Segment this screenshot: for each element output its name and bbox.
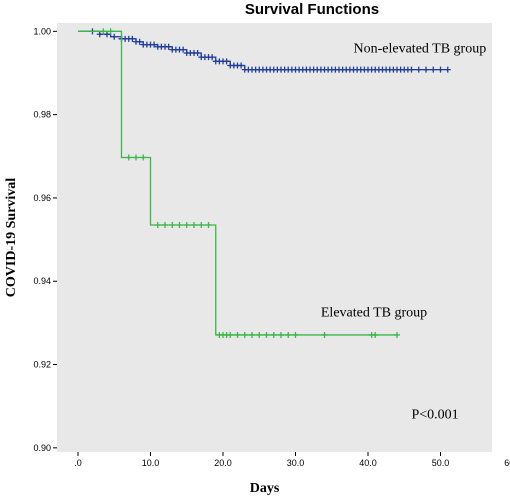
censor-mark — [198, 222, 205, 229]
censor-mark — [394, 331, 400, 338]
censor-mark — [415, 66, 422, 73]
censor-mark — [165, 43, 172, 50]
censor-mark — [107, 28, 114, 35]
censor-mark — [249, 331, 255, 338]
x-tick-label: .0 — [74, 458, 82, 468]
y-tick-label: 0.90 — [33, 443, 51, 453]
censor-mark — [285, 331, 292, 338]
y-tick-label: 0.98 — [33, 110, 51, 120]
y-tick-label: 0.94 — [33, 276, 51, 286]
censor-mark — [125, 154, 132, 161]
censor-mark — [278, 331, 284, 338]
censor-mark — [321, 331, 328, 338]
censor-mark — [104, 31, 110, 38]
censor-mark — [205, 222, 212, 229]
labels-layer: Non-elevated TB group Elevated TB group P<… — [321, 42, 486, 423]
censor-mark — [408, 66, 415, 73]
y-tick-label: 1.00 — [33, 26, 51, 36]
censor-mark — [151, 41, 158, 48]
chart-title: Survival Functions — [245, 1, 379, 18]
y-axis: 0.90 0.92 0.94 0.96 0.98 1.00 — [33, 26, 57, 453]
y-axis-label: COVID-19 Survival — [4, 178, 19, 298]
censor-mark — [180, 46, 187, 53]
series-layer — [78, 28, 451, 338]
censor-mark — [430, 66, 437, 73]
censor-mark — [140, 154, 147, 161]
x-tick-label: 20.0 — [214, 458, 232, 468]
censor-mark — [194, 49, 201, 56]
censor-mark — [154, 222, 161, 229]
censor-mark — [223, 58, 230, 65]
censor-mark — [176, 222, 183, 229]
y-tick-label: 0.96 — [33, 193, 51, 203]
censor-mark — [444, 66, 451, 73]
censor-mark — [372, 331, 379, 338]
censor-mark — [227, 331, 234, 338]
censor-mark — [238, 62, 245, 69]
censor-mark — [234, 331, 241, 338]
series-label: Non-elevated TB group — [354, 42, 487, 57]
censor-mark — [256, 331, 263, 338]
censor-mark — [241, 331, 248, 338]
series-line — [78, 30, 397, 336]
x-tick-label: 30.0 — [287, 458, 305, 468]
censor-mark — [169, 222, 176, 229]
censor-mark — [292, 331, 299, 338]
y-tick-label: 0.92 — [33, 360, 51, 370]
x-axis: .0 10.0 20.0 30.0 40.0 50.0 60.0 — [74, 452, 510, 468]
censor-mark — [270, 331, 277, 338]
censor-mark — [209, 54, 216, 61]
censor-mark — [423, 66, 429, 73]
censor-mark — [111, 33, 118, 40]
x-tick-label: 50.0 — [432, 458, 450, 468]
censor-mark — [162, 222, 168, 229]
censor-mark — [133, 154, 139, 161]
censor-mark — [263, 331, 270, 338]
x-tick-label: 10.0 — [142, 458, 160, 468]
series-label: Elevated TB group — [321, 306, 427, 321]
plot-area — [57, 23, 492, 452]
censor-mark — [191, 222, 197, 229]
censor-mark — [437, 66, 444, 73]
censor-mark — [96, 31, 103, 38]
x-tick-label: 60.0 — [504, 458, 510, 468]
series-2 — [78, 28, 400, 338]
censor-mark — [129, 35, 136, 42]
p-value-annotation: P<0.001 — [412, 408, 459, 423]
censor-mark — [183, 222, 190, 229]
x-tick-label: 40.0 — [359, 458, 377, 468]
x-axis-label: Days — [250, 481, 280, 496]
censor-mark — [136, 38, 143, 45]
censor-mark — [100, 28, 107, 35]
